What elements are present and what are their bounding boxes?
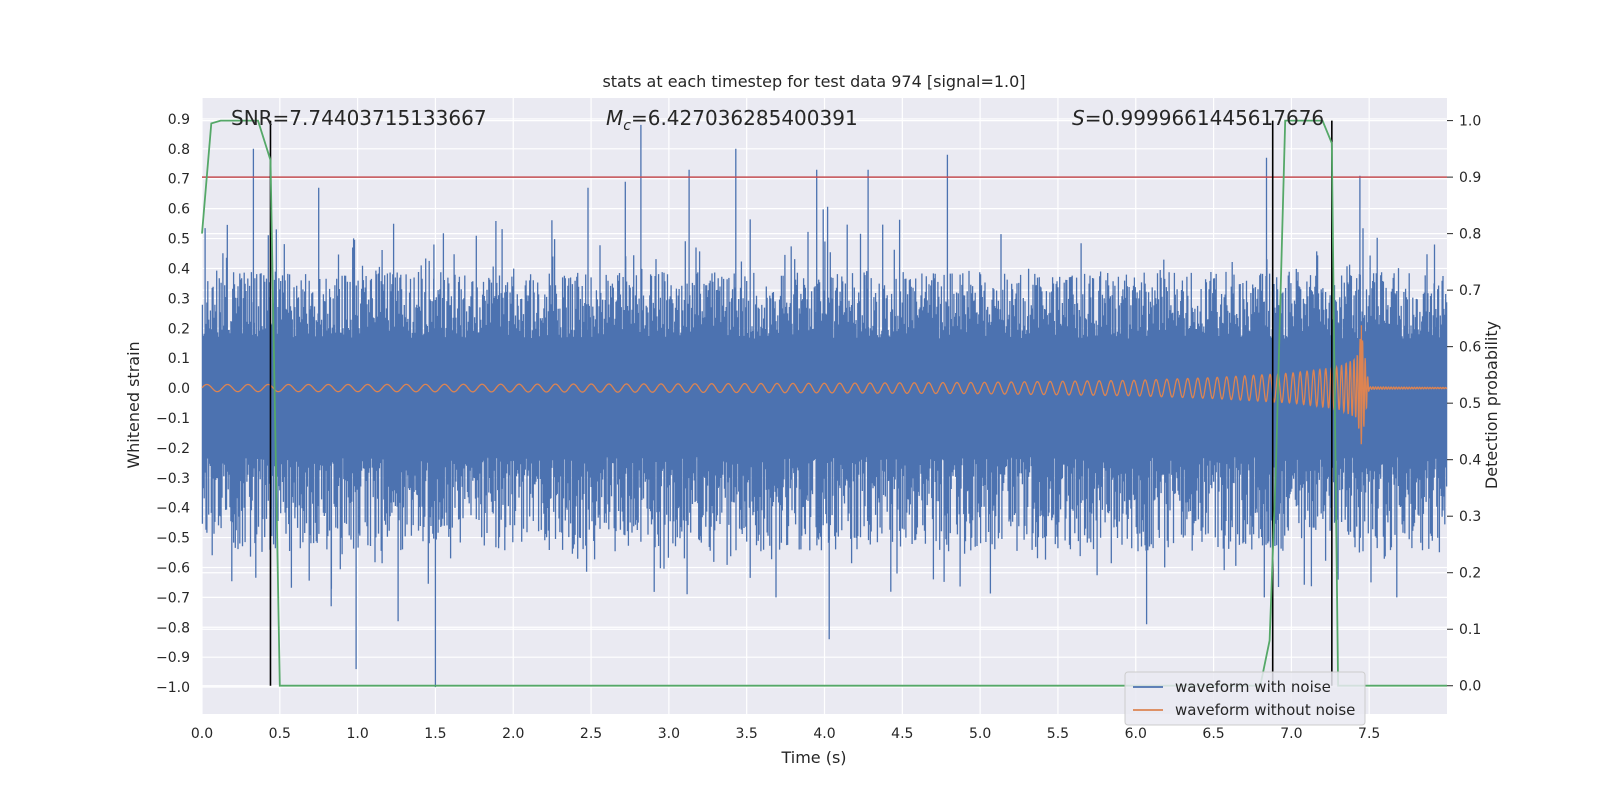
- x-tick-label: 7.0: [1280, 726, 1302, 742]
- significance-value: =0.9999661445617676: [1085, 106, 1324, 130]
- y-tick-label: −0.8: [156, 620, 190, 636]
- x-tick-label: 0.0: [191, 726, 213, 742]
- x-tick-label: 6.0: [1125, 726, 1147, 742]
- x-tick-label: 3.5: [736, 726, 758, 742]
- series-waveform-without-noise: [201, 325, 1448, 445]
- x-tick-label: 6.5: [1202, 726, 1224, 742]
- x-tick-label: 1.0: [346, 726, 368, 742]
- x-tick-label: 5.0: [969, 726, 991, 742]
- series-detection-probability: [201, 119, 1447, 687]
- chart-title: stats at each timestep for test data 974…: [602, 72, 1025, 91]
- x-tick-label: 0.5: [269, 726, 291, 742]
- y2-tick-label: 0.6: [1459, 340, 1481, 356]
- y2-tick-label: 0.4: [1459, 453, 1481, 469]
- y2-tick-label: 0.9: [1459, 170, 1481, 186]
- x-tick-label: 4.0: [813, 726, 835, 742]
- noise-trace: [201, 124, 1448, 688]
- y-tick-label: −0.7: [156, 590, 190, 606]
- y-tick-label: 0.7: [168, 172, 190, 188]
- significance-symbol: S: [1072, 106, 1085, 130]
- legend: waveform with noise waveform without noi…: [1124, 671, 1366, 726]
- y2-tick-label: 0.3: [1459, 509, 1481, 525]
- y-tick-label: 0.0: [168, 381, 190, 397]
- y-tick-label: −1.0: [156, 680, 190, 696]
- x-tick-label: 5.5: [1047, 726, 1069, 742]
- y2-tick-label: 0.8: [1459, 227, 1481, 243]
- chirp-mass-symbol: M: [606, 106, 623, 130]
- x-tick-label: 3.0: [658, 726, 680, 742]
- legend-frame: [1124, 671, 1366, 726]
- y2-tick-label: 0.7: [1459, 283, 1481, 299]
- y2-tick-label: 0.1: [1459, 622, 1481, 638]
- x-tick-label: 7.5: [1358, 726, 1380, 742]
- y-tick-label: 0.8: [168, 142, 190, 158]
- y2-tick-label: 0.5: [1459, 396, 1481, 412]
- significance-annotation: S=0.9999661445617676: [1072, 106, 1324, 130]
- clean-trace: [201, 325, 1448, 445]
- legend-label-clean: waveform without noise: [1175, 701, 1355, 719]
- snr-annotation: SNR=7.74403715133667: [231, 106, 487, 130]
- y-axis-label: Whitened strain: [124, 341, 143, 468]
- y2-tick-label: 0.0: [1459, 679, 1481, 695]
- x-axis-label: Time (s): [780, 748, 846, 767]
- y-tick-label: −0.2: [156, 441, 190, 457]
- chirp-mass-annotation: Mc=6.427036285400391: [606, 106, 858, 134]
- y-axis-ticks: 0.9 0.8 0.7 0.6 0.5 0.4 0.3 0.2 0.1 0.0 −0.1 −0.2 −0…: [156, 112, 190, 696]
- y2-axis-ticks: 1.0 0.9 0.8 0.7 0.6 0.5 0.4 0.3 0.2 0.1 0.0: [1447, 114, 1481, 695]
- y2-tick-label: 0.2: [1459, 566, 1481, 582]
- y-tick-label: 0.5: [168, 232, 190, 248]
- y-tick-label: 0.3: [168, 291, 190, 307]
- y-tick-label: −0.5: [156, 531, 190, 547]
- x-tick-label: 4.5: [891, 726, 913, 742]
- x-tick-label: 2.0: [502, 726, 524, 742]
- y-tick-label: 0.4: [168, 261, 190, 277]
- x-axis-ticks: 0.0 0.5 1.0 1.5 2.0 2.5 3.0 3.5 4.0 4.5 5.0 5.5 6.0 6…: [191, 726, 1380, 742]
- series-waveform-with-noise: [201, 124, 1448, 688]
- chirp-mass-subscript: c: [623, 118, 631, 134]
- legend-label-noise: waveform with noise: [1175, 678, 1331, 696]
- y-tick-label: −0.1: [156, 411, 190, 427]
- y-tick-label: −0.3: [156, 471, 190, 487]
- y2-axis-label: Detection probability: [1482, 321, 1501, 489]
- x-tick-label: 1.5: [424, 726, 446, 742]
- y-tick-label: −0.6: [156, 560, 190, 576]
- y-tick-label: 0.6: [168, 202, 190, 218]
- x-tick-label: 2.5: [580, 726, 602, 742]
- probability-trace: [201, 119, 1447, 687]
- y-tick-label: 0.2: [168, 321, 190, 337]
- y-tick-label: 0.9: [168, 112, 190, 128]
- y-tick-label: −0.4: [156, 501, 190, 517]
- y2-tick-label: 1.0: [1459, 114, 1481, 130]
- y-tick-label: −0.9: [156, 650, 190, 666]
- y-tick-label: 0.1: [168, 351, 190, 367]
- chirp-mass-value: =6.427036285400391: [631, 106, 858, 130]
